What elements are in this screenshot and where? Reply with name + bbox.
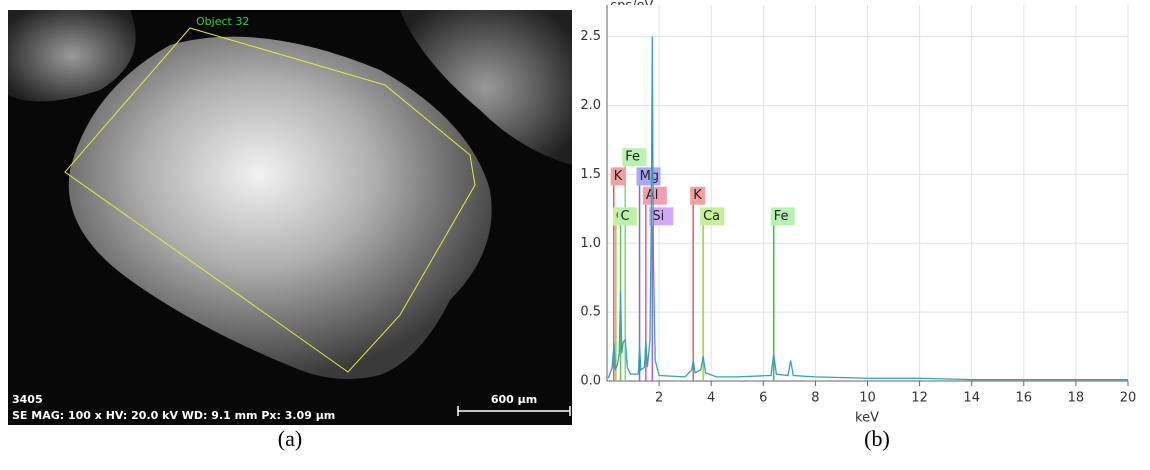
element-label: Ca [703, 209, 720, 224]
x-tick-label: 12 [911, 391, 928, 406]
element-label: Mg [640, 169, 659, 184]
element-label: Fe [774, 209, 789, 224]
x-tick-label: 10 [859, 391, 876, 406]
element-label: K [693, 188, 702, 203]
image-info: SE MAG: 100 x HV: 20.0 kV WD: 9.1 mm Px:… [12, 409, 335, 422]
sem-panel: Object 32 3405 SE MAG: 100 x HV: 20.0 kV… [8, 10, 572, 451]
x-tick-label: 18 [1068, 391, 1085, 406]
y-tick-label: 1.0 [580, 236, 601, 251]
y-tick-label: 0.5 [580, 305, 601, 320]
y-tick-label: 0.0 [580, 374, 601, 389]
y-tick-label: 2.0 [580, 98, 601, 113]
x-tick-label: 4 [707, 391, 715, 406]
x-tick-label: 16 [1016, 391, 1033, 406]
element-label: Si [652, 209, 664, 224]
element-label: K [614, 169, 623, 184]
element-label: C [621, 209, 630, 224]
caption: (a) [278, 426, 302, 451]
y-tick-label: 2.5 [580, 29, 601, 44]
x-tick-label: 2 [655, 391, 663, 406]
scale-bar-label: 600 µm [491, 393, 537, 406]
x-tick-label: 8 [811, 391, 819, 406]
element-label: Fe [625, 150, 640, 165]
caption: (b) [864, 426, 890, 451]
figure: Object 32 3405 SE MAG: 100 x HV: 20.0 kV… [0, 0, 1150, 466]
x-axis-label: keV [855, 411, 879, 426]
x-tick-label: 6 [759, 391, 767, 406]
object-label: Object 32 [196, 15, 249, 28]
x-tick-label: 20 [1120, 391, 1137, 406]
x-tick-label: 14 [963, 391, 980, 406]
image-id: 3405 [12, 393, 43, 406]
y-tick-label: 1.5 [580, 167, 601, 182]
